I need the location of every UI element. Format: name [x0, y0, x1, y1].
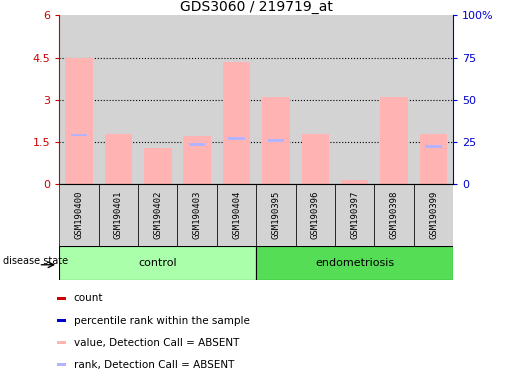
Bar [256, 15, 296, 184]
Text: GSM190398: GSM190398 [390, 191, 399, 239]
Text: GSM190399: GSM190399 [429, 191, 438, 239]
Bar [189, 144, 205, 146]
Bar [301, 134, 329, 184]
Bar [59, 246, 256, 280]
Text: GSM190400: GSM190400 [75, 191, 83, 239]
Bar [71, 134, 87, 136]
Text: GSM190395: GSM190395 [271, 191, 280, 239]
Bar [99, 184, 138, 246]
Bar [256, 184, 296, 246]
Bar [414, 184, 453, 246]
Bar [374, 184, 414, 246]
Bar [256, 246, 453, 280]
Bar [57, 297, 66, 300]
Bar [380, 97, 408, 184]
Bar [217, 15, 256, 184]
Bar [138, 15, 177, 184]
Bar [374, 15, 414, 184]
Text: disease state: disease state [3, 256, 68, 266]
Text: GSM190396: GSM190396 [311, 191, 320, 239]
Text: GSM190401: GSM190401 [114, 191, 123, 239]
Bar [144, 148, 171, 184]
Bar [177, 184, 217, 246]
Text: percentile rank within the sample: percentile rank within the sample [74, 316, 250, 326]
Bar [222, 62, 250, 184]
Bar [183, 136, 211, 184]
Text: value, Detection Call = ABSENT: value, Detection Call = ABSENT [74, 338, 239, 348]
Bar [414, 15, 453, 184]
Text: control: control [139, 258, 177, 268]
Bar [57, 341, 66, 344]
Text: endometriosis: endometriosis [315, 258, 394, 268]
Bar [425, 145, 442, 148]
Bar [341, 180, 369, 184]
Text: GSM190404: GSM190404 [232, 191, 241, 239]
Text: count: count [74, 293, 104, 303]
Bar [57, 363, 66, 366]
Text: GSM190397: GSM190397 [350, 191, 359, 239]
Bar [268, 139, 284, 142]
Bar [262, 97, 290, 184]
Title: GDS3060 / 219719_at: GDS3060 / 219719_at [180, 0, 333, 14]
Bar [177, 15, 217, 184]
Bar [98, 15, 138, 184]
Bar [296, 15, 335, 184]
Bar [335, 15, 374, 184]
Bar [296, 184, 335, 246]
Bar [228, 137, 245, 140]
Text: GSM190403: GSM190403 [193, 191, 201, 239]
Bar [420, 134, 448, 184]
Text: GSM190402: GSM190402 [153, 191, 162, 239]
Bar [65, 58, 93, 184]
Bar [105, 134, 132, 184]
Bar [59, 184, 99, 246]
Bar [335, 184, 374, 246]
Text: rank, Detection Call = ABSENT: rank, Detection Call = ABSENT [74, 360, 234, 370]
Bar [57, 319, 66, 322]
Bar [138, 184, 177, 246]
Bar [217, 184, 256, 246]
Bar [59, 15, 98, 184]
